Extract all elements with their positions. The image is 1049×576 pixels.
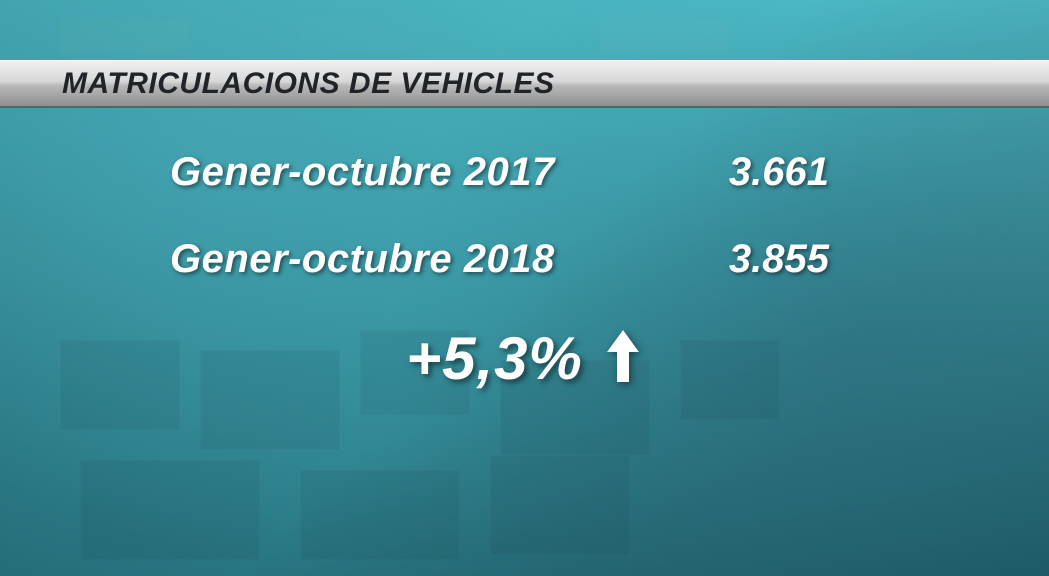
header-title: MATRICULACIONS DE VEHICLES: [62, 67, 554, 101]
percent-change-row: +5,3%: [100, 324, 949, 393]
data-row-2017: Gener-octubre 2017 3.661: [100, 150, 949, 195]
data-label: Gener-octubre 2018: [170, 237, 555, 282]
data-label: Gener-octubre 2017: [170, 150, 555, 195]
data-value: 3.855: [729, 237, 829, 282]
percent-value: +5,3%: [406, 324, 583, 393]
header-bar: MATRICULACIONS DE VEHICLES: [0, 60, 1049, 108]
arrow-up-icon: [603, 328, 643, 389]
data-value: 3.661: [729, 150, 829, 195]
content-area: Gener-octubre 2017 3.661 Gener-octubre 2…: [0, 150, 1049, 393]
data-row-2018: Gener-octubre 2018 3.855: [100, 237, 949, 282]
